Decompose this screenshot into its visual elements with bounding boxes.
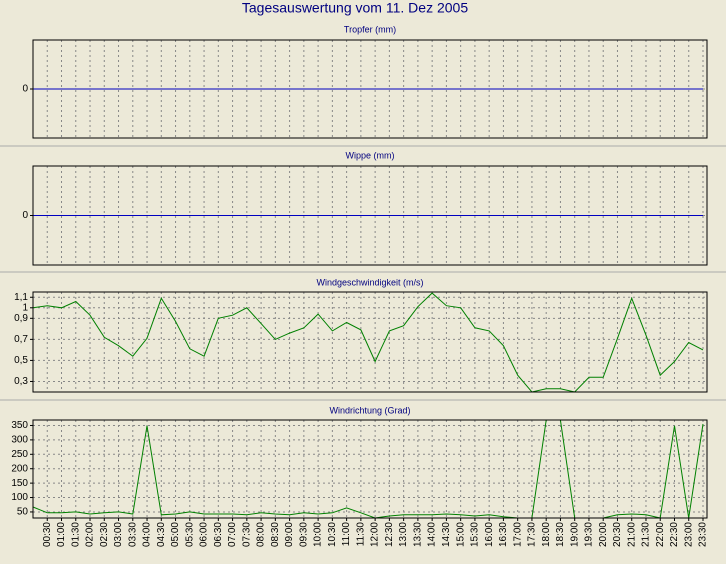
x-tick-label: 06:30 <box>213 522 224 547</box>
y-tick-label: 1 <box>22 302 28 313</box>
x-tick-label: 09:00 <box>284 522 295 547</box>
x-tick-label: 10:00 <box>313 522 324 547</box>
y-tick-label: 200 <box>11 463 28 474</box>
x-tick-label: 08:00 <box>256 522 267 547</box>
x-tick-label: 06:00 <box>199 522 210 547</box>
x-tick-label: 23:30 <box>698 522 709 547</box>
x-tick-label: 19:30 <box>584 522 595 547</box>
x-tick-label: 02:30 <box>99 522 110 547</box>
x-tick-label: 00:30 <box>42 522 53 547</box>
x-tick-label: 16:00 <box>484 522 495 547</box>
x-tick-label: 12:00 <box>370 522 381 547</box>
x-tick-label: 13:00 <box>398 522 409 547</box>
x-tick-label: 12:30 <box>384 522 395 547</box>
x-tick-label: 22:30 <box>669 522 680 547</box>
plot-frame <box>32 419 708 519</box>
x-tick-label: 19:00 <box>569 522 580 547</box>
x-tick-label: 15:30 <box>470 522 481 547</box>
x-tick-label: 14:30 <box>441 522 452 547</box>
plot-area <box>33 292 707 392</box>
x-tick-label: 13:30 <box>413 522 424 547</box>
x-tick-label: 04:00 <box>142 522 153 547</box>
y-tick-label: 1,1 <box>14 292 28 303</box>
x-tick-label: 03:00 <box>113 522 124 547</box>
x-tick-label: 15:00 <box>455 522 466 547</box>
x-tick-label: 10:30 <box>327 522 338 547</box>
x-tick-label: 17:00 <box>512 522 523 547</box>
y-tick-label: 50 <box>17 507 29 518</box>
x-tick-label: 18:00 <box>541 522 552 547</box>
y-tick-label: 300 <box>11 435 28 446</box>
plot-frame <box>32 291 708 393</box>
y-tick-label: 0,5 <box>14 355 28 366</box>
x-tick-label: 05:00 <box>170 522 181 547</box>
y-tick-label: 150 <box>11 478 28 489</box>
page-title: Tagesauswertung vom 11. Dez 2005 <box>242 0 468 16</box>
y-tick-label: 0,3 <box>14 376 28 387</box>
x-tick-label: 02:00 <box>85 522 96 547</box>
x-tick-label: 04:30 <box>156 522 167 547</box>
x-tick-label: 05:30 <box>184 522 195 547</box>
x-tick-label: 09:30 <box>299 522 310 547</box>
chart-title: Windgeschwindigkeit (m/s) <box>316 277 423 287</box>
x-tick-label: 01:00 <box>56 522 67 547</box>
x-tick-label: 18:30 <box>555 522 566 547</box>
plot-frame <box>32 39 708 139</box>
plot-frame <box>32 165 708 266</box>
chart-title: Tropfer (mm) <box>344 24 396 34</box>
x-tick-label: 22:00 <box>655 522 666 547</box>
x-tick-label: 14:00 <box>427 522 438 547</box>
y-tick-label: 0,7 <box>14 334 28 345</box>
x-tick-label: 20:30 <box>612 522 623 547</box>
x-tick-label: 23:00 <box>683 522 694 547</box>
x-tick-label: 11:30 <box>356 522 367 547</box>
chart-title: Windrichtung (Grad) <box>329 405 410 415</box>
y-tick-label: 350 <box>11 420 28 431</box>
x-tick-label: 07:30 <box>241 522 252 547</box>
x-tick-label: 21:30 <box>641 522 652 547</box>
chart-title: Wippe (mm) <box>346 150 395 160</box>
x-tick-label: 03:30 <box>127 522 138 547</box>
x-tick-label: 16:30 <box>498 522 509 547</box>
y-tick-label: 100 <box>11 492 28 503</box>
x-tick-label: 17:30 <box>527 522 538 547</box>
x-tick-label: 01:30 <box>70 522 81 547</box>
x-tick-label: 07:00 <box>227 522 238 547</box>
x-tick-label: 21:00 <box>626 522 637 547</box>
x-tick-label: 08:30 <box>270 522 281 547</box>
y-tick-label: 0 <box>22 84 28 95</box>
y-tick-label: 0 <box>22 210 28 221</box>
y-tick-label: 250 <box>11 449 28 460</box>
series-line <box>32 292 704 393</box>
x-tick-label: 11:00 <box>341 522 352 547</box>
x-tick-label: 20:00 <box>598 522 609 547</box>
y-tick-label: 0,9 <box>14 313 28 324</box>
